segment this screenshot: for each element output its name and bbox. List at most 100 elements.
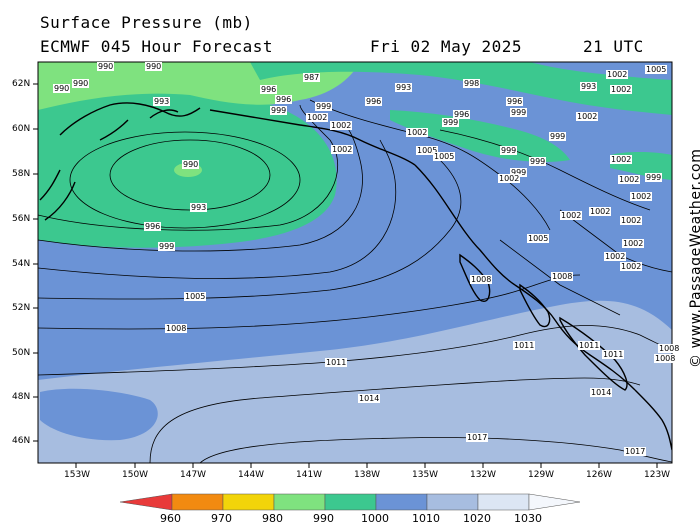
isobar-label: 993 <box>580 82 598 91</box>
isobar-label: 996 <box>506 97 524 106</box>
lat-label: 60N <box>12 124 31 134</box>
lon-label: 147W <box>180 470 207 480</box>
isobar-label: 1005 <box>416 146 439 155</box>
isobar-label: 1005 <box>645 65 668 74</box>
lon-label: 132W <box>470 470 497 480</box>
isobar-label: 993 <box>395 83 413 92</box>
isobar-label: 1002 <box>630 192 653 201</box>
legend-label: 970 <box>211 512 232 525</box>
isobar-label: 1002 <box>606 70 629 79</box>
isobar-label: 1008 <box>658 344 681 353</box>
legend-label: 1020 <box>463 512 491 525</box>
isobar-label: 999 <box>549 132 567 141</box>
isobar-label: 1002 <box>610 155 633 164</box>
isobar-label: 990 <box>97 62 115 71</box>
isobar-label: 1008 <box>551 272 574 281</box>
lat-label: 56N <box>12 214 31 224</box>
isobar-label: 1002 <box>330 121 353 130</box>
isobar-label: 1017 <box>466 433 489 442</box>
isobar-label: 999 <box>529 157 547 166</box>
header-title: Surface Pressure (mb) <box>40 13 253 32</box>
land-green-mid <box>390 110 570 162</box>
isobar-label: 1011 <box>578 341 601 350</box>
isobar-label: 1002 <box>620 216 643 225</box>
isobar-label: 993 <box>190 203 208 212</box>
lon-label: 135W <box>412 470 439 480</box>
isobar-label: 999 <box>158 242 176 251</box>
isobar-label: 990 <box>145 62 163 71</box>
legend-label: 990 <box>313 512 334 525</box>
isobar-label: 1002 <box>618 175 641 184</box>
land-blue-north <box>530 62 672 80</box>
lon-label: 144W <box>238 470 265 480</box>
header-time: 21 UTC <box>583 37 644 56</box>
axis-ticks <box>33 83 658 468</box>
legend-arrow-left <box>119 493 173 511</box>
isobar-label: 1011 <box>513 341 536 350</box>
lon-label: 129W <box>528 470 555 480</box>
ocean-fill-1010-pocket <box>40 388 158 441</box>
isobar-label: 999 <box>510 108 528 117</box>
isobar-label: 1017 <box>624 447 647 456</box>
lat-label: 52N <box>12 303 31 313</box>
lon-label: 138W <box>354 470 381 480</box>
legend-label: 980 <box>262 512 283 525</box>
lon-label: 153W <box>64 470 91 480</box>
isobar-label: 996 <box>453 110 471 119</box>
header-model: ECMWF 045 Hour Forecast <box>40 37 274 56</box>
isobar-label: 1005 <box>184 292 207 301</box>
isobar-label: 1002 <box>610 85 633 94</box>
isobar-label: 996 <box>275 95 293 104</box>
legend-label: 1010 <box>412 512 440 525</box>
isobar-label: 996 <box>365 97 383 106</box>
isobar-label: 1008 <box>470 275 493 284</box>
lat-label: 62N <box>12 79 31 89</box>
legend-label: 960 <box>160 512 181 525</box>
isobar-label: 998 <box>463 79 481 88</box>
lat-label: 50N <box>12 348 31 358</box>
legend-label: 1030 <box>514 512 542 525</box>
legend-label: 1000 <box>361 512 389 525</box>
lon-label: 126W <box>586 470 613 480</box>
isobar-label: 993 <box>153 97 171 106</box>
isobar-label: 996 <box>144 222 162 231</box>
isobar-label: 990 <box>72 79 90 88</box>
isobar-label: 1005 <box>433 152 456 161</box>
legend-bar <box>119 493 581 511</box>
isobar-label: 987 <box>303 73 321 82</box>
isobar-label: 990 <box>53 84 71 93</box>
isobar-label: 1014 <box>358 394 381 403</box>
legend-arrow-right <box>528 493 581 511</box>
isobar-label: 999 <box>510 168 528 177</box>
isobar-label: 999 <box>270 106 288 115</box>
isobar-label: 1002 <box>620 262 643 271</box>
isobar-label: 1002 <box>306 113 329 122</box>
isobar-label: 1002 <box>604 252 627 261</box>
lat-label: 54N <box>12 259 31 269</box>
isobar-label: 1002 <box>560 211 583 220</box>
isobar-label: 990 <box>182 160 200 169</box>
lon-label: 123W <box>644 470 671 480</box>
isobar-label: 1011 <box>325 358 348 367</box>
isobar-label: 1008 <box>654 354 677 363</box>
credit-watermark: © www.PassageWeather.com <box>688 148 700 368</box>
isobar-label: 1005 <box>527 234 550 243</box>
lon-label: 150W <box>122 470 149 480</box>
isobar-label: 1014 <box>590 388 613 397</box>
isobar-label: 1002 <box>622 239 645 248</box>
lat-label: 58N <box>12 169 31 179</box>
isobar-label: 1002 <box>576 112 599 121</box>
land-green-north <box>250 62 672 115</box>
lon-label: 141W <box>296 470 323 480</box>
isobar-label: 999 <box>315 102 333 111</box>
isobar-label: 1002 <box>331 145 354 154</box>
isobar-label: 999 <box>500 146 518 155</box>
lat-label: 46N <box>12 436 31 446</box>
isobar-label: 1002 <box>498 174 521 183</box>
isobar-label: 996 <box>260 85 278 94</box>
isobar-label: 1002 <box>589 207 612 216</box>
header-date: Fri 02 May 2025 <box>370 37 522 56</box>
lat-label: 48N <box>12 392 31 402</box>
isobar-label: 999 <box>645 173 663 182</box>
